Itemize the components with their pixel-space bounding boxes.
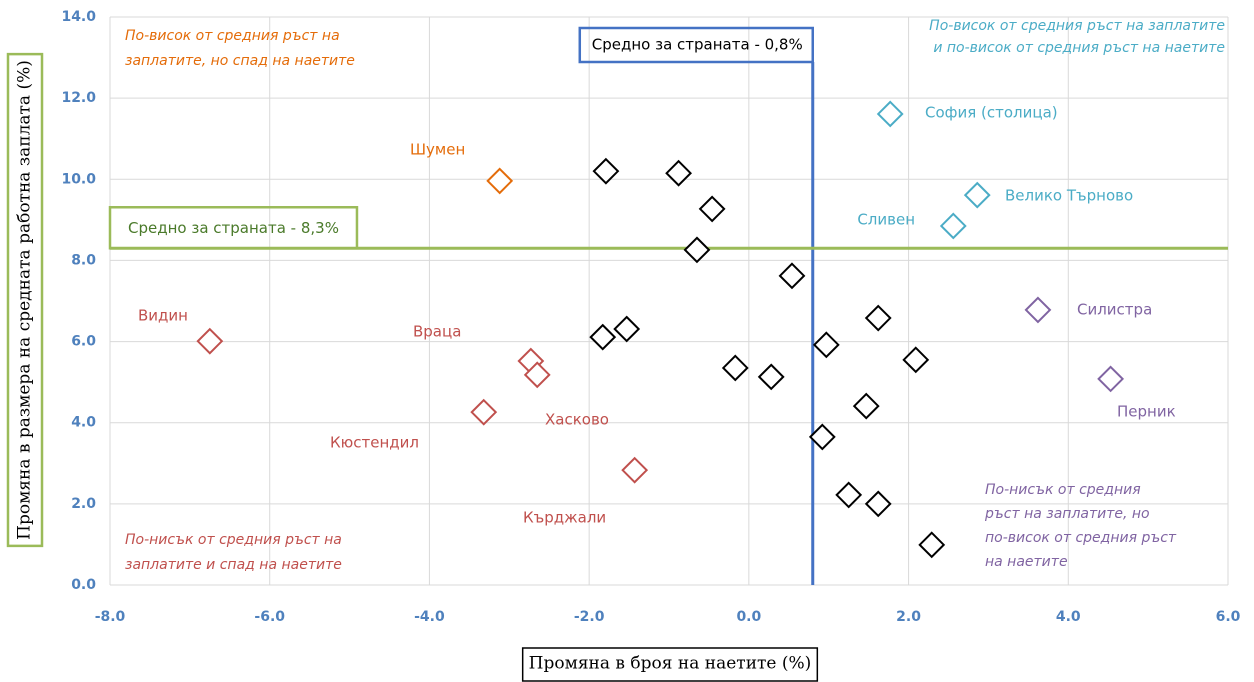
quadrant-note: ръст на заплатите, но (984, 506, 1150, 522)
point (902, 346, 930, 374)
point-label: Силистра (1077, 301, 1152, 319)
point-label: Видин (138, 307, 188, 325)
point (918, 531, 946, 559)
point (852, 392, 880, 420)
y-tick-label: 14.0 (61, 9, 96, 25)
x-tick-label: 2.0 (896, 609, 921, 625)
point (665, 159, 692, 187)
x-tick-label: 4.0 (1056, 609, 1081, 625)
quadrant-note: По-нисък от средния (985, 482, 1141, 498)
y-tick-label: 2.0 (71, 496, 96, 512)
quadrant-note: заплатите и спад на наетите (125, 557, 342, 573)
point (470, 398, 498, 426)
x-tick-label: -8.0 (95, 609, 126, 625)
y-tick-label: 0.0 (71, 577, 96, 593)
reference-label-box (108, 206, 359, 250)
quadrant-note: заплатите, но спад на наетите (125, 53, 355, 69)
y-axis-title-box (6, 52, 44, 548)
point (835, 481, 863, 509)
point (523, 361, 551, 389)
point (939, 212, 967, 240)
x-tick-label: 6.0 (1216, 609, 1241, 625)
quadrant-note: По-нисък от средния ръст на (125, 532, 342, 548)
quadrant-note: По-висок от средния ръст на заплатите (929, 18, 1225, 34)
reference-label-box (578, 26, 814, 64)
point-label: Кюстендил (330, 434, 419, 452)
x-tick-label: -2.0 (574, 609, 605, 625)
point-label: Шумен (410, 141, 465, 159)
quadrant-note: По-висок от средния ръст на (125, 28, 340, 44)
point (757, 363, 785, 391)
x-axis-title-box (521, 647, 819, 682)
x-tick-label: -6.0 (254, 609, 285, 625)
point (1097, 365, 1125, 393)
quadrant-note: по-висок от средния ръст (985, 530, 1177, 546)
x-tick-label: 0.0 (736, 609, 761, 625)
y-tick-label: 10.0 (61, 171, 96, 187)
x-tick-label: -4.0 (414, 609, 445, 625)
point (812, 331, 840, 359)
point (589, 323, 617, 351)
point (963, 181, 991, 209)
y-tick-label: 8.0 (71, 252, 96, 268)
point-label: Кърджали (523, 509, 606, 527)
point (698, 195, 726, 223)
point (592, 157, 620, 185)
y-tick-label: 12.0 (61, 90, 96, 106)
y-tick-label: 6.0 (71, 334, 96, 350)
point-label: Велико Търново (1005, 187, 1133, 205)
point-label: Враца (413, 323, 461, 341)
point (876, 100, 904, 128)
point (196, 327, 224, 355)
quadrant-note: и по-висок от средния ръст на наетите (933, 40, 1225, 56)
point (721, 354, 749, 382)
point (621, 456, 649, 484)
point-label: София (столица) (925, 104, 1058, 122)
point (864, 490, 892, 518)
x-axis-title: Промяна в броя на наетите (%) (529, 654, 812, 674)
point (778, 262, 806, 290)
point-label: Перник (1117, 403, 1176, 421)
point (1024, 296, 1052, 324)
point (613, 315, 641, 343)
reference-label: Средно за страната - 8,3% (128, 219, 339, 237)
point (864, 304, 892, 332)
point (683, 236, 711, 264)
point-label: Сливен (857, 211, 915, 229)
quadrant-note: на наетите (985, 554, 1068, 570)
y-axis-title: Промяна в размера на средната работна за… (15, 60, 35, 540)
point (486, 167, 514, 195)
y-tick-label: 4.0 (71, 415, 96, 431)
point-label: Хасково (545, 411, 609, 429)
reference-label: Средно за страната - 0,8% (592, 36, 803, 54)
point (808, 423, 836, 451)
